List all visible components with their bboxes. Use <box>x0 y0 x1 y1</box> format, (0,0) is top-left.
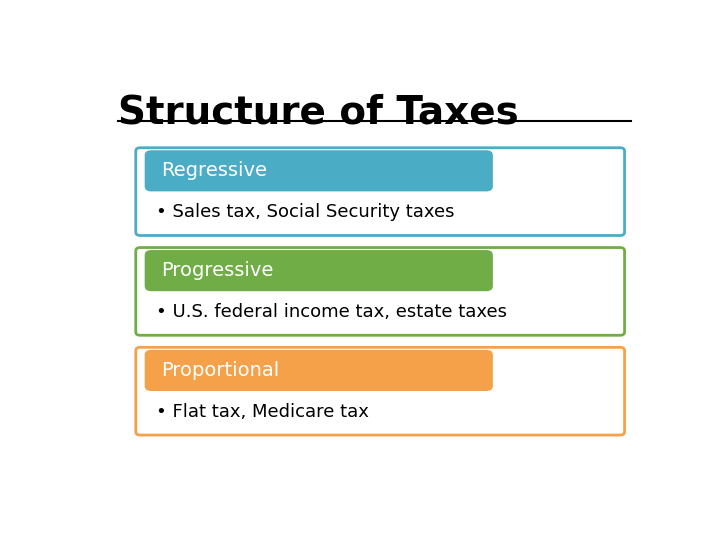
FancyBboxPatch shape <box>145 350 493 391</box>
FancyBboxPatch shape <box>145 150 493 191</box>
Text: Proportional: Proportional <box>161 361 279 380</box>
Text: • Flat tax, Medicare tax: • Flat tax, Medicare tax <box>156 403 369 421</box>
FancyBboxPatch shape <box>136 148 624 235</box>
Text: • Sales tax, Social Security taxes: • Sales tax, Social Security taxes <box>156 203 454 221</box>
FancyBboxPatch shape <box>136 247 624 335</box>
FancyBboxPatch shape <box>145 250 493 291</box>
Text: • U.S. federal income tax, estate taxes: • U.S. federal income tax, estate taxes <box>156 303 507 321</box>
Text: Structure of Taxes: Structure of Taxes <box>118 94 518 132</box>
Text: Progressive: Progressive <box>161 261 274 280</box>
FancyBboxPatch shape <box>136 347 624 435</box>
Text: Regressive: Regressive <box>161 161 267 180</box>
